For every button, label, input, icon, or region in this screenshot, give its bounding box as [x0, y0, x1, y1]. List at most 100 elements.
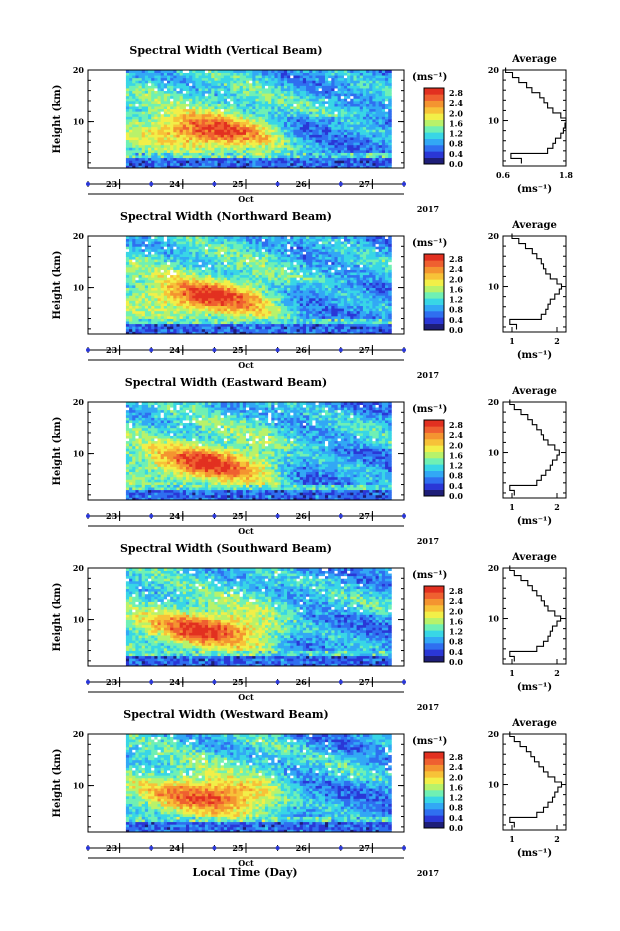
heatmap-cell	[359, 147, 364, 151]
heatmap-cell	[138, 277, 143, 281]
heatmap-cell	[185, 129, 190, 133]
heatmap-cell	[204, 116, 209, 120]
colorbar-tick-label: 2.8	[449, 88, 463, 98]
heatmap-cell	[144, 98, 149, 102]
heatmap-cell	[283, 119, 288, 122]
heatmap-cell	[179, 119, 184, 122]
heatmap-cell	[343, 124, 348, 128]
heatmap-cell	[236, 303, 241, 307]
heatmap-cell	[233, 142, 237, 146]
heatmap-cell	[195, 103, 199, 107]
heatmap-cell	[258, 72, 263, 76]
heatmap-cell	[138, 75, 143, 79]
heatmap-cell	[154, 300, 158, 304]
heatmap-cell	[173, 313, 177, 317]
heatmap-cell	[233, 279, 237, 283]
heatmap-cell	[204, 134, 209, 138]
heatmap-cell	[217, 248, 222, 252]
heatmap-cell	[375, 137, 380, 141]
heatmap-cell	[378, 75, 383, 79]
heatmap-cell	[182, 165, 187, 169]
heatmap-cell	[198, 323, 203, 327]
heatmap-cell	[214, 131, 218, 135]
heatmap-cell	[261, 111, 266, 115]
heatmap-cell	[195, 290, 199, 294]
heatmap-cell	[132, 321, 136, 325]
heatmap-cell	[163, 137, 168, 141]
heatmap-cell	[328, 70, 332, 73]
heatmap-cell	[239, 246, 244, 250]
heatmap-cell	[249, 88, 253, 92]
heatmap-cell	[135, 292, 139, 296]
heatmap-cell	[141, 88, 146, 92]
heatmap-cell	[299, 121, 304, 125]
heatmap-cell	[299, 116, 304, 120]
heatmap-cell	[217, 82, 222, 86]
heatmap-cell	[185, 297, 190, 301]
heatmap-cell	[325, 119, 329, 122]
heatmap-cell	[258, 256, 263, 260]
heatmap-cell	[296, 137, 301, 141]
heatmap-cell	[208, 326, 212, 330]
heatmap-cell	[252, 88, 256, 92]
heatmap-cell	[167, 251, 171, 255]
heatmap-cell	[347, 165, 351, 169]
colorbar-swatch	[424, 119, 444, 127]
heatmap-cell	[129, 93, 133, 97]
heatmap-cell	[242, 72, 247, 76]
heatmap-cell	[302, 149, 307, 153]
heatmap-cell	[160, 326, 165, 330]
heatmap-cell	[369, 152, 373, 156]
heatmap-cell	[236, 308, 241, 312]
heatmap-cell	[185, 287, 190, 291]
heatmap-cell	[290, 75, 294, 79]
heatmap-cell	[306, 70, 310, 73]
heatmap-cell	[189, 147, 193, 151]
heatmap-cell	[381, 124, 386, 128]
heatmap-cell	[163, 328, 168, 332]
heatmap-cell	[148, 121, 152, 125]
heatmap-cell	[208, 137, 212, 141]
heatmap-cell	[280, 85, 285, 89]
heatmap-cell	[192, 305, 196, 309]
heatmap-cell	[359, 157, 364, 161]
heatmap-cell	[141, 256, 146, 260]
heatmap-cell	[223, 155, 228, 159]
heatmap-cell	[293, 70, 297, 73]
heatmap-cell	[223, 272, 228, 276]
avg-x-label: (ms⁻¹)	[517, 184, 552, 195]
heatmap-cell	[157, 248, 162, 252]
heatmap-cell	[302, 82, 307, 86]
heatmap-cell	[353, 165, 357, 169]
heatmap-cell	[129, 236, 133, 239]
heatmap-cell	[283, 93, 288, 97]
heatmap-cell	[176, 88, 181, 92]
heatmap-cell	[167, 116, 171, 120]
heatmap-cell	[204, 149, 209, 153]
heatmap-cell	[211, 100, 215, 104]
heatmap-cell	[223, 152, 228, 156]
heatmap-cell	[381, 113, 386, 117]
heatmap-cell	[151, 139, 155, 143]
heatmap-cell	[353, 144, 357, 148]
heatmap-cell	[236, 157, 241, 161]
heatmap-cell	[246, 290, 250, 294]
heatmap-cell	[214, 82, 218, 86]
heatmap-cell	[328, 111, 332, 115]
heatmap-cell	[157, 292, 162, 296]
heatmap-cell	[179, 256, 184, 260]
heatmap-cell	[144, 259, 149, 263]
heatmap-cell	[255, 113, 260, 117]
heatmap-cell	[347, 124, 351, 128]
heatmap-cell	[293, 137, 297, 141]
heatmap-cell	[141, 162, 146, 166]
heatmap-cell	[325, 129, 329, 133]
heatmap-cell	[258, 238, 263, 242]
heatmap-cell	[192, 243, 196, 247]
heatmap-cell	[214, 124, 218, 128]
heatmap-cell	[359, 85, 364, 89]
heatmap-cell	[185, 292, 190, 296]
heatmap-cell	[182, 323, 187, 327]
heatmap-cell	[125, 285, 130, 288]
heatmap-cell	[157, 264, 162, 268]
